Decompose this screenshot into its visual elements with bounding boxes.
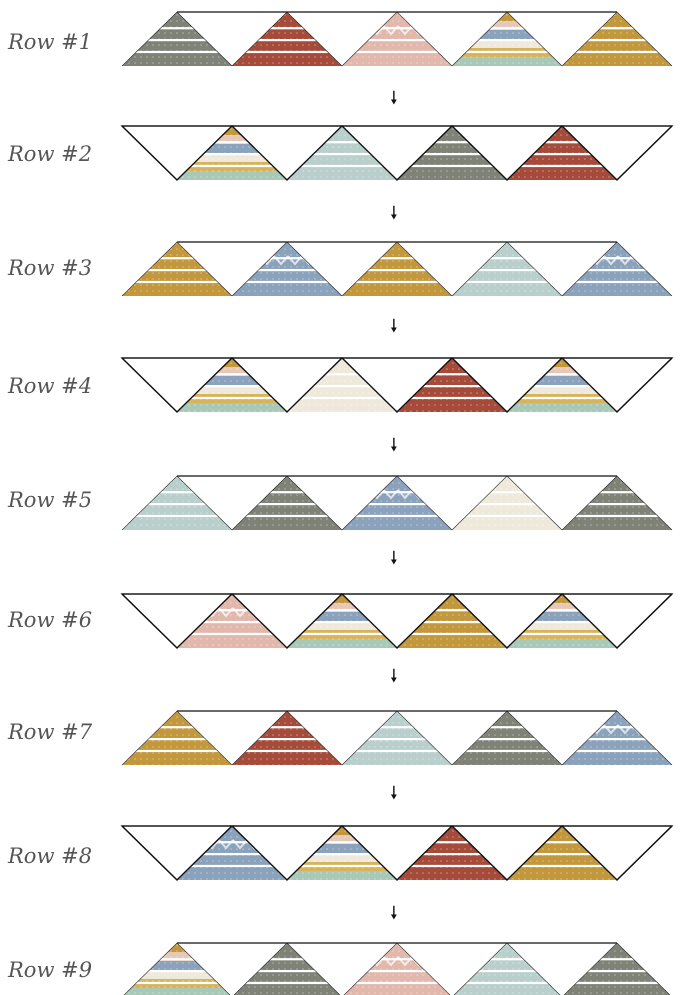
fabric-triangle-sage: [232, 476, 342, 530]
quilt-row-9: [122, 942, 672, 995]
quilt-row-7: [121, 710, 673, 766]
row-label-6: Row #6: [8, 608, 93, 632]
fabric-triangle-blush: [342, 943, 452, 995]
fabric-triangle-mustard: [342, 242, 452, 296]
fabric-triangle-slate-blue: [342, 476, 452, 530]
fabric-triangle-sage: [452, 711, 562, 765]
fabric-triangle-slate-blue: [562, 711, 672, 765]
fabric-triangle-sage: [232, 943, 342, 995]
fabric-triangle-mint: [452, 242, 562, 296]
fabric-triangle-cream: [452, 476, 562, 530]
down-arrow-icon: 🠗: [390, 88, 398, 109]
fabric-triangle-rust: [232, 12, 342, 66]
row-label-3: Row #3: [8, 256, 93, 280]
down-arrow-icon: 🠗: [390, 903, 398, 924]
quilt-row-4: [120, 357, 674, 413]
fabric-triangle-rust: [232, 711, 342, 765]
row-label-1: Row #1: [8, 30, 93, 54]
fabric-triangle-mint: [452, 943, 562, 995]
fabric-triangle-mustard: [122, 242, 232, 296]
fabric-triangle-multicolor: [122, 943, 232, 995]
down-arrow-icon: 🠗: [390, 548, 398, 569]
row-label-9: Row #9: [8, 958, 93, 982]
quilt-row-1: [121, 11, 673, 67]
fabric-triangle-mint: [342, 711, 452, 765]
row-label-2: Row #2: [8, 142, 93, 166]
down-arrow-icon: 🠗: [390, 666, 398, 687]
fabric-triangle-multicolor: [452, 12, 562, 66]
row-label-7: Row #7: [8, 720, 93, 744]
row-label-4: Row #4: [8, 374, 93, 398]
row-label-8: Row #8: [8, 844, 93, 868]
row-label-5: Row #5: [8, 488, 93, 512]
fabric-triangle-slate-blue: [562, 242, 672, 296]
fabric-triangle-sage: [122, 12, 232, 66]
fabric-triangle-blush: [342, 12, 452, 66]
down-arrow-icon: 🠗: [390, 203, 398, 224]
fabric-triangle-mint: [122, 476, 232, 530]
quilt-row-3: [121, 241, 673, 297]
fabric-triangle-sage: [562, 476, 672, 530]
quilt-row-6: [120, 593, 674, 649]
fabric-triangle-sage: [562, 943, 672, 995]
down-arrow-icon: 🠗: [390, 316, 398, 337]
down-arrow-icon: 🠗: [390, 435, 398, 456]
quilt-row-2: [120, 125, 674, 181]
fabric-triangle-mustard: [122, 711, 232, 765]
down-arrow-icon: 🠗: [390, 783, 398, 804]
fabric-triangle-slate-blue: [232, 242, 342, 296]
quilt-row-8: [120, 825, 674, 881]
quilt-row-5: [121, 475, 673, 531]
fabric-triangle-mustard: [562, 12, 672, 66]
